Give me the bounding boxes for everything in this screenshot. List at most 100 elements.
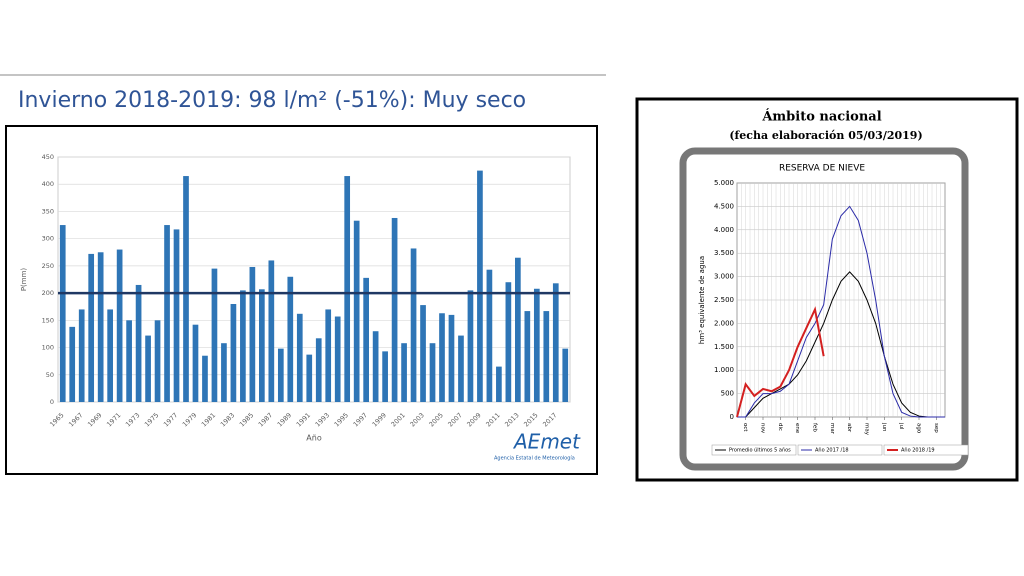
- bar: [458, 335, 464, 402]
- bar: [325, 309, 332, 402]
- bar: [334, 316, 341, 402]
- bar: [268, 260, 275, 402]
- y-axis-label: hm³ equivalente de agua: [698, 256, 706, 344]
- series-line: [737, 205, 945, 418]
- x-tick-label: oct: [742, 423, 748, 432]
- bar: [363, 277, 369, 402]
- x-tick-label: mar: [829, 423, 835, 435]
- legend-box: [883, 444, 969, 456]
- x-tick-label: sep: [933, 423, 939, 433]
- bar: [391, 217, 398, 402]
- bar: [296, 313, 303, 402]
- bar: [562, 348, 569, 402]
- bar: [116, 249, 123, 402]
- bar: [287, 276, 294, 402]
- x-tick-label: may: [864, 423, 870, 436]
- bar: [88, 253, 95, 402]
- bar: [78, 309, 85, 402]
- series-line: [736, 306, 825, 418]
- y-tick-label: 250: [42, 262, 54, 270]
- y-tick-label: 0: [50, 398, 54, 406]
- y-tick-label: 0: [730, 413, 734, 421]
- chart-title: Ámbito nacional: [761, 109, 881, 125]
- x-tick-label: ene: [794, 423, 800, 434]
- bar: [230, 304, 237, 402]
- chart-subtitle: (fecha elaboración 05/03/2019): [729, 129, 922, 142]
- bar: [315, 338, 322, 402]
- x-tick-label: feb: [812, 423, 818, 432]
- y-tick-label: 100: [42, 344, 54, 352]
- legend-box: [711, 444, 797, 456]
- plot-area: [57, 156, 571, 403]
- bar: [107, 309, 113, 402]
- bar: [552, 283, 559, 402]
- x-tick-label: ago: [916, 423, 922, 434]
- y-tick-label: 400: [42, 180, 54, 188]
- bar: [420, 305, 426, 402]
- bar: [372, 331, 379, 402]
- bar: [382, 351, 388, 402]
- bar: [306, 354, 313, 402]
- y-tick-label: 200: [42, 289, 54, 297]
- bar: [59, 225, 66, 402]
- x-tick-label: jun: [881, 422, 887, 432]
- bar: [164, 225, 170, 402]
- y-tick-label: 1.500: [714, 343, 734, 351]
- bar: [97, 252, 104, 402]
- y-tick-label: 4.000: [714, 226, 734, 234]
- bar: [126, 320, 132, 402]
- bar: [353, 220, 360, 402]
- y-tick-label: 5.000: [714, 179, 734, 187]
- bar: [429, 343, 436, 402]
- bar: [496, 366, 502, 402]
- bar: [183, 176, 189, 402]
- legend-label: Año 2018 /19: [901, 448, 935, 454]
- y-tick-label: 1.000: [714, 366, 734, 374]
- bar: [477, 170, 483, 402]
- bar: [173, 229, 180, 402]
- y-axis-label: P(mm): [20, 268, 28, 292]
- bar: [221, 343, 227, 402]
- x-axis-label: Año: [306, 434, 322, 443]
- bar: [202, 355, 208, 402]
- bar: [277, 348, 284, 402]
- bar: [448, 314, 455, 402]
- y-tick-label: 350: [42, 207, 54, 215]
- bar: [524, 311, 531, 402]
- y-tick-label: 4.500: [714, 202, 734, 210]
- legend-label: Promedio últimos 5 años: [729, 447, 791, 454]
- x-tick-label: abr: [846, 423, 852, 433]
- bar: [486, 269, 493, 402]
- bar: [467, 290, 474, 402]
- y-tick-label: 500: [721, 390, 734, 398]
- bar: [543, 311, 550, 402]
- y-tick-label: 450: [42, 153, 54, 161]
- bar: [259, 289, 265, 402]
- y-tick-label: 150: [42, 316, 54, 324]
- bar: [344, 176, 351, 402]
- slide-title: Invierno 2018-2019: 98 l/m² (-51%): Muy …: [18, 88, 526, 113]
- bar: [211, 268, 218, 402]
- bar: [410, 248, 417, 402]
- y-tick-label: 3.500: [714, 249, 734, 257]
- x-tick-label: nov: [760, 423, 766, 434]
- legend-label: Año 2017 /18: [815, 448, 849, 454]
- logo-subtitle: Agencia Estatal de Meteorología: [494, 455, 575, 462]
- bar: [505, 282, 512, 402]
- y-tick-label: 3.000: [714, 273, 734, 281]
- bar: [515, 257, 521, 402]
- bar: [145, 335, 151, 402]
- y-tick-label: 50: [46, 371, 54, 379]
- bar: [240, 290, 246, 402]
- bar: [439, 313, 445, 402]
- x-tick-label: dic: [777, 423, 783, 431]
- logo: AEmet: [512, 430, 581, 454]
- bar: [249, 266, 256, 402]
- bar: [69, 326, 76, 402]
- y-tick-label: 2.000: [714, 319, 734, 327]
- bar: [401, 343, 407, 402]
- bar: [135, 284, 142, 402]
- y-tick-label: 300: [42, 235, 54, 243]
- panel-title: RESERVA DE NIEVE: [779, 164, 865, 174]
